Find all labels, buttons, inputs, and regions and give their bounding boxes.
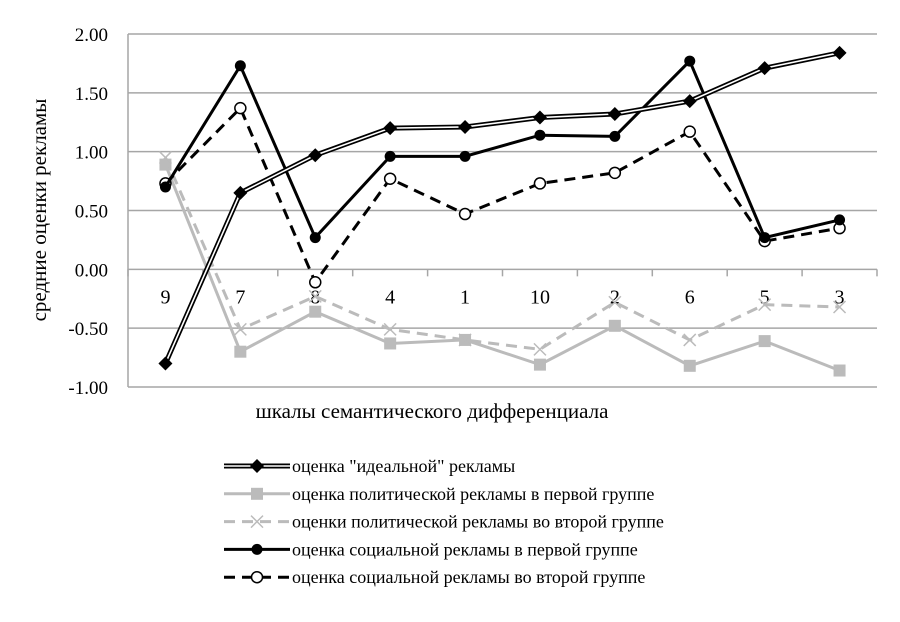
legend-label: оценка "идеальной" рекламы [292, 456, 515, 476]
x-tick-label: 6 [685, 286, 695, 308]
x-tick-label: 1 [460, 286, 470, 308]
legend-entry: оценки политической рекламы во второй гр… [224, 512, 664, 532]
data-point [683, 125, 696, 138]
legend-label: оценка политической рекламы в первой гру… [292, 484, 654, 504]
data-point [758, 335, 771, 348]
legend-label: оценка социальной рекламы во второй груп… [292, 567, 645, 587]
y-tick-label: 0.50 [75, 202, 108, 223]
y-axis-title: средние оценки рекламы [27, 99, 51, 322]
data-point [833, 364, 846, 377]
data-point [532, 110, 547, 125]
data-point [159, 181, 171, 193]
legend-label: оценки политической рекламы во второй гр… [292, 512, 664, 532]
series-line [164, 105, 840, 286]
y-tick-label: -0.50 [68, 319, 108, 340]
x-axis: 9 7 8 4 1 10 2 6 5 3 [127, 268, 878, 308]
x-tick-label: 7 [235, 286, 245, 308]
data-point [608, 295, 622, 309]
data-point [759, 232, 771, 244]
data-point [308, 289, 322, 303]
x-tick-label: 2 [610, 286, 620, 308]
data-point [308, 148, 323, 163]
data-point [458, 119, 473, 134]
data-point [534, 129, 546, 141]
data-point [609, 130, 621, 142]
data-point [234, 101, 247, 115]
gridlines [127, 33, 877, 388]
data-point [683, 333, 697, 347]
y-tick-label: 1.50 [75, 84, 108, 105]
data-point [384, 337, 397, 350]
y-axis-ticks: 2.00 1.50 1.00 0.50 0.00 -0.50 -1.00 [68, 25, 108, 399]
data-point [459, 150, 471, 162]
series-5 [159, 101, 846, 289]
data-point [383, 121, 398, 136]
data-point [533, 358, 546, 371]
x-tick-label: 10 [530, 286, 550, 308]
y-tick-label: 0.00 [75, 260, 108, 281]
legend-entry: оценка социальной рекламы во второй груп… [224, 567, 645, 587]
series-line [164, 58, 840, 241]
y-tick-label: -1.00 [68, 378, 108, 399]
legend-marker [250, 459, 264, 473]
legend-marker [251, 543, 263, 555]
x-tick-label: 3 [835, 286, 845, 308]
legend-entry: оценка политической рекламы в первой гру… [224, 484, 654, 504]
data-point [608, 319, 621, 332]
data-point [233, 322, 247, 336]
data-point [383, 172, 397, 185]
data-point [158, 356, 173, 371]
x-axis-title: шкалы семантического дифференциала [256, 399, 609, 423]
legend: оценка "идеальной" рекламы оценка политич… [224, 456, 664, 587]
series-4 [159, 55, 846, 244]
data-point [383, 322, 397, 336]
data-point [458, 207, 472, 221]
data-point [234, 60, 246, 72]
legend-entry: оценка "идеальной" рекламы [224, 456, 515, 476]
series-group [158, 45, 847, 377]
data-point [309, 232, 321, 244]
legend-label: оценка социальной рекламы в первой групп… [292, 539, 638, 559]
series-line [164, 164, 841, 372]
data-point [684, 55, 696, 67]
x-tick-label: 9 [160, 286, 170, 308]
legend-marker [250, 515, 264, 529]
series-line [164, 156, 840, 351]
legend-entry: оценка социальной рекламы в первой групп… [224, 539, 638, 559]
series-1 [158, 45, 847, 371]
data-point [309, 305, 322, 318]
data-point [309, 276, 322, 289]
data-point [832, 45, 847, 60]
y-tick-label: 1.00 [75, 143, 108, 164]
x-tick-label: 4 [385, 286, 395, 308]
data-point [608, 166, 622, 180]
data-point [533, 342, 547, 356]
data-point [683, 359, 696, 372]
data-point [234, 345, 247, 358]
legend-marker [251, 487, 263, 500]
data-point [682, 94, 697, 109]
data-point [158, 151, 172, 165]
data-point [834, 214, 846, 226]
series-3 [158, 151, 847, 356]
data-point [607, 107, 622, 122]
data-point [833, 300, 847, 314]
data-point [758, 298, 772, 312]
y-tick-label: 2.00 [75, 25, 108, 46]
data-point [458, 333, 472, 347]
data-point [757, 61, 772, 76]
series-line-inner [164, 52, 840, 364]
data-point [384, 150, 396, 162]
x-tick-label: 5 [760, 286, 770, 308]
data-point [233, 185, 248, 200]
series-2 [159, 158, 846, 377]
legend-marker [250, 570, 264, 584]
data-point [533, 177, 547, 190]
